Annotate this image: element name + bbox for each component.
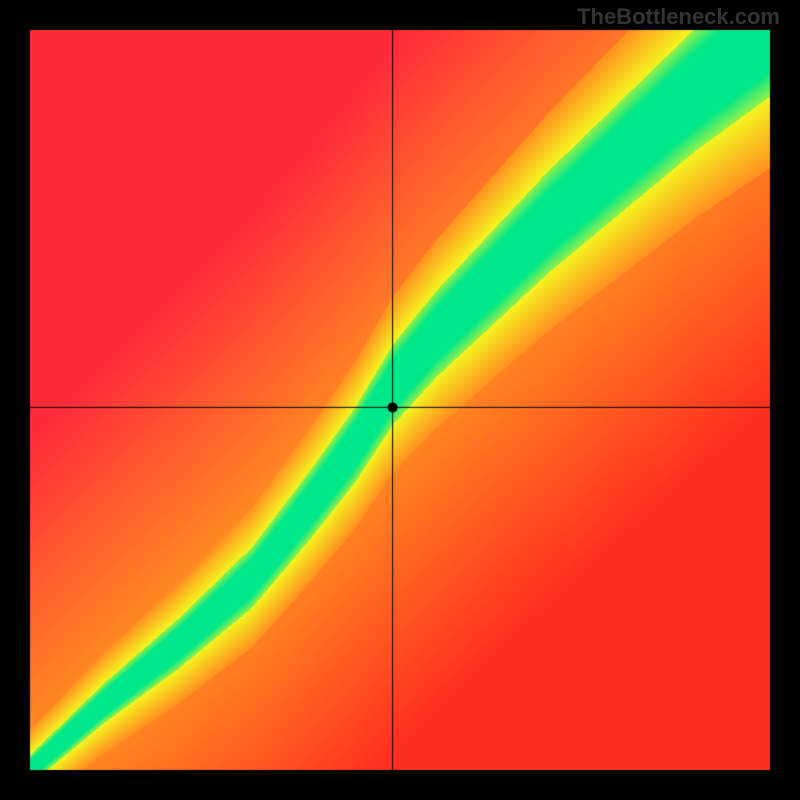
bottleneck-heatmap [0, 0, 800, 800]
attribution-label: TheBottleneck.com [577, 4, 780, 30]
chart-container: TheBottleneck.com [0, 0, 800, 800]
